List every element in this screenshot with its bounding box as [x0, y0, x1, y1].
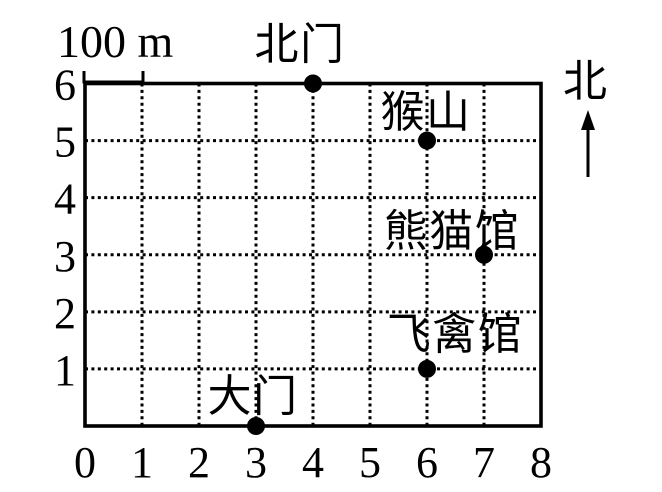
y-axis-tick-label: 6	[54, 61, 76, 110]
x-axis-tick-label: 8	[530, 438, 552, 487]
y-axis-tick-label: 5	[54, 118, 76, 167]
annotations-layer: 100 m 北	[57, 16, 607, 177]
x-axis-tick-label: 0	[74, 438, 96, 487]
point-dot-5	[247, 417, 265, 435]
x-axis-tick-label: 2	[188, 438, 210, 487]
point-label-5: 大门	[208, 372, 299, 421]
y-axis-tick-label: 1	[54, 346, 76, 395]
point-label-4: 飞禽馆	[387, 310, 524, 359]
x-axis-tick-label: 3	[245, 438, 267, 487]
y-axis-tick-label: 3	[54, 232, 76, 281]
point-label-1: 北门	[255, 20, 346, 69]
x-axis-tick-label: 4	[302, 438, 324, 487]
point-dot-1	[304, 74, 322, 93]
point-label-2: 猴山	[381, 88, 472, 137]
point-label-3: 熊猫馆	[384, 207, 521, 256]
point-dot-4	[418, 359, 436, 378]
scale-bar-bracket	[82, 71, 145, 84]
x-axis-tick-label: 7	[473, 438, 495, 487]
point-dot-3	[475, 245, 493, 264]
y-axis-tick-label: 2	[54, 289, 76, 338]
x-axis-tick-label: 5	[359, 438, 381, 487]
north-arrow-head	[581, 110, 595, 130]
point-dot-2	[418, 131, 436, 150]
x-axis-tick-label: 6	[416, 438, 438, 487]
x-axis-tick-label: 1	[131, 438, 153, 487]
north-label: 北	[563, 57, 607, 106]
y-axis-tick-label: 4	[54, 175, 76, 224]
scale-bar-label: 100 m	[57, 16, 174, 67]
